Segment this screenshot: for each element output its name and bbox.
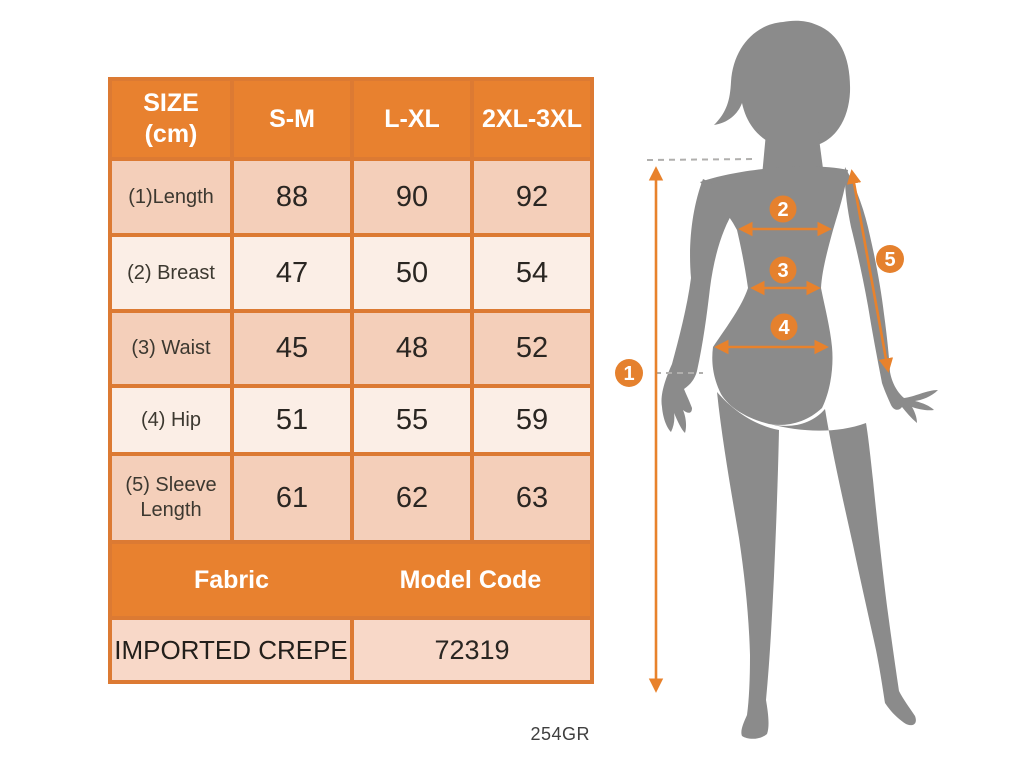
length-2xl-3xl: 92 [470,157,594,237]
col-header-s-m: S-M [230,77,354,161]
measurement-annotations: 1 2 3 4 5 [615,158,904,693]
body-silhouette-icon [661,20,938,739]
size-header-line1: SIZE [143,88,199,117]
size-cm-header: SIZE (cm) [108,77,234,161]
sleeve-s-m: 61 [230,452,354,544]
hip-2xl-3xl: 59 [470,384,594,456]
waist-badge-circle [769,256,797,284]
hip-badge-number: 4 [778,317,790,339]
waist-badge-number: 3 [777,260,788,282]
hip-badge-circle [770,313,798,341]
hip-l-xl: 55 [350,384,474,456]
breast-2xl-3xl: 54 [470,233,594,313]
table-row-waist: (3) Waist 45 48 52 [108,309,594,388]
product-code-note: 254GR [530,724,590,744]
waist-2xl-3xl: 52 [470,309,594,388]
length-l-xl: 90 [350,157,474,237]
row-label-hip: (4) Hip [108,384,234,456]
left-arm-shape [661,179,735,433]
marker-badge-2: 2 [769,195,797,223]
breast-badge-circle [769,195,797,223]
breast-s-m: 47 [230,233,354,313]
size-header-line2: (cm) [144,120,198,148]
neck-shape [762,131,824,176]
marker-badge-1: 1 [615,359,643,387]
sleeve-2xl-3xl: 63 [470,452,594,544]
breast-badge-number: 2 [777,199,788,221]
sleeve-badge-number: 5 [884,249,895,271]
table-header-row: SIZE (cm) S-M L-XL 2XL-3XL [108,77,594,161]
length-badge-circle [615,359,643,387]
waist-l-xl: 48 [350,309,474,388]
table-row-hip: (4) Hip 51 55 59 [108,384,594,456]
hip-s-m: 51 [230,384,354,456]
marker-badge-5: 5 [876,245,904,273]
sleeve-l-xl: 62 [350,452,474,544]
table-row-length: (1)Length 88 90 92 [108,157,594,237]
length-s-m: 88 [230,157,354,237]
left-leg-shape [717,392,779,739]
row-label-waist: (3) Waist [108,309,234,388]
col-header-2xl-3xl: 2XL-3XL [470,77,594,161]
row-label-breast: (2) Breast [108,233,234,313]
right-leg-shape [770,409,916,726]
sleeve-badge-circle [876,245,904,273]
size-table: SIZE (cm) S-M L-XL 2XL-3XL (1)Length 88 … [108,77,594,684]
info-header-row: Fabric Model Code [108,540,594,620]
marker-badge-4: 4 [770,313,798,341]
row-label-length: (1)Length [108,157,234,237]
table-row-breast: (2) Breast 47 50 54 [108,233,594,313]
model-code-value: 72319 [350,616,594,684]
fabric-value: IMPORTED CREPE [108,616,354,684]
row-label-sleeve-length: (5) Sleeve Length [108,452,234,544]
fabric-header: Fabric [193,565,270,594]
marker-badge-3: 3 [769,256,797,284]
breast-l-xl: 50 [350,233,474,313]
sleeve-arrow [846,169,894,373]
length-badge-number: 1 [623,363,634,385]
model-code-header: Model Code [399,565,542,594]
waist-s-m: 45 [230,309,354,388]
info-values-row: IMPORTED CREPE 72319 [108,616,594,684]
head-shape [714,20,851,149]
info-header-cell: Fabric Model Code [108,540,594,620]
col-header-l-xl: L-XL [350,77,474,161]
table-row-sleeve-length: (5) Sleeve Length 61 62 63 [108,452,594,544]
shoulder-dashed-line [646,158,758,161]
